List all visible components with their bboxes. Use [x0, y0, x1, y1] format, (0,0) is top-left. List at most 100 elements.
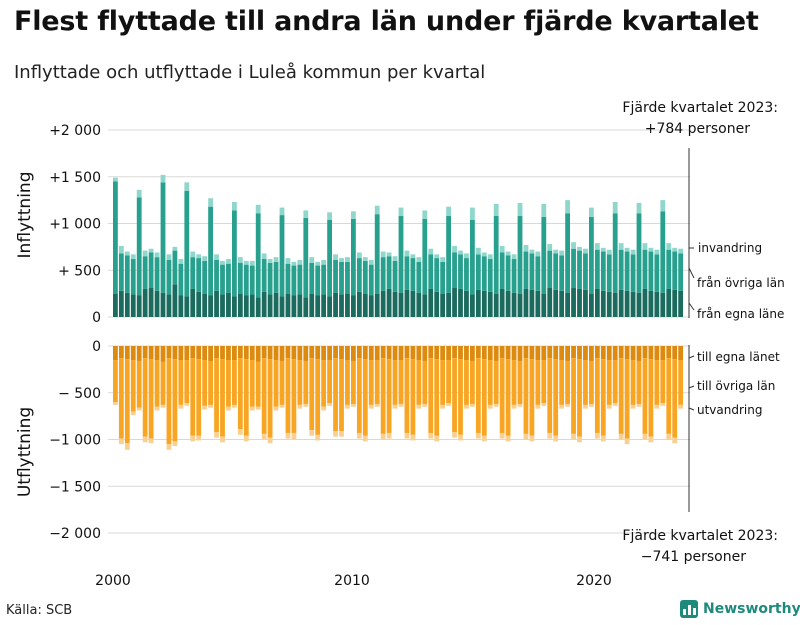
bar-utvandring [124, 443, 130, 450]
bar-in-egna-lan [481, 290, 487, 317]
bar-in-ovriga-lan [380, 257, 386, 291]
bar-in-ovriga-lan [327, 219, 332, 297]
bar-invandring [267, 259, 273, 263]
bar-in-egna-lan [333, 292, 338, 317]
bar-in-egna-lan [220, 294, 225, 317]
bar-ut-egna-lan [666, 346, 672, 359]
bar-utvandring [398, 403, 404, 407]
bar-in-ovriga-lan [434, 258, 440, 292]
bar-in-egna-lan [249, 294, 255, 317]
bar-in-ovriga-lan [196, 258, 202, 292]
bar-in-egna-lan [553, 289, 559, 317]
bar-ut-ovriga-lan [124, 359, 130, 444]
bar-ut-egna-lan [499, 346, 505, 359]
bar-in-egna-lan [124, 292, 130, 317]
bar-in-ovriga-lan [493, 216, 499, 294]
bar-ut-ovriga-lan [232, 360, 237, 405]
bar-in-ovriga-lan [422, 218, 428, 295]
bar-in-egna-lan [594, 288, 600, 317]
bar-in-ovriga-lan [559, 255, 565, 291]
bar-utvandring [636, 403, 642, 407]
bar-invandring [261, 253, 267, 260]
bar-ut-ovriga-lan [255, 361, 261, 407]
bar-utvandring [214, 432, 219, 438]
bar-utvandring [362, 435, 368, 442]
bar-ut-egna-lan [600, 346, 606, 360]
bar-ut-egna-lan [475, 346, 481, 359]
bar-ut-ovriga-lan [160, 361, 166, 405]
bar-invandring [458, 250, 463, 255]
bar-ut-egna-lan [428, 346, 434, 359]
bar-in-ovriga-lan [315, 265, 321, 296]
bar-utvandring [118, 438, 124, 445]
label-fran-ovriga-lan: från övriga län [697, 276, 785, 290]
bar-ut-egna-lan [113, 346, 118, 361]
bar-ut-ovriga-lan [434, 359, 440, 436]
bar-invandring [618, 243, 624, 250]
bar-in-ovriga-lan [571, 248, 576, 289]
bar-invandring [196, 254, 202, 259]
bar-utvandring [511, 404, 517, 409]
bar-in-ovriga-lan [529, 253, 535, 290]
bar-in-ovriga-lan [309, 262, 315, 294]
bar-in-ovriga-lan [273, 261, 279, 293]
bar-in-ovriga-lan [321, 264, 327, 295]
bar-in-ovriga-lan [511, 259, 517, 293]
bar-in-ovriga-lan [565, 213, 570, 293]
bar-ut-egna-lan [351, 346, 356, 361]
label-invandring: invandring [698, 241, 762, 255]
bar-in-egna-lan [178, 295, 184, 317]
bar-ut-ovriga-lan [523, 358, 529, 434]
bar-ut-egna-lan [523, 346, 529, 359]
bar-invandring [612, 201, 618, 214]
chart-title: Flest flyttade till andra län under fjär… [14, 6, 759, 37]
bar-ut-egna-lan [172, 346, 178, 360]
bar-utvandring [232, 404, 237, 408]
bar-invandring [118, 245, 124, 254]
bar-invandring [672, 247, 678, 252]
bar-in-ovriga-lan [267, 262, 273, 295]
bar-in-ovriga-lan [368, 264, 374, 296]
bar-ut-egna-lan [303, 346, 309, 361]
bar-utvandring [113, 402, 118, 405]
bar-ut-ovriga-lan [493, 360, 499, 404]
bar-utvandring [345, 404, 350, 409]
bar-ut-egna-lan [279, 346, 285, 361]
bar-utvandring [553, 435, 559, 442]
bar-in-egna-lan [398, 292, 404, 317]
bar-in-ovriga-lan [345, 261, 350, 294]
bar-invandring [345, 257, 350, 262]
bar-in-egna-lan [279, 296, 285, 317]
bar-utvandring [404, 432, 410, 439]
bar-in-egna-lan [232, 296, 237, 317]
bar-ut-ovriga-lan [487, 360, 493, 405]
bar-utvandring [630, 404, 636, 409]
bar-ut-ovriga-lan [535, 360, 541, 405]
bar-in-ovriga-lan [160, 182, 166, 293]
bar-in-ovriga-lan [285, 263, 291, 294]
bar-ut-ovriga-lan [142, 358, 148, 437]
bar-invandring [368, 259, 374, 265]
bar-ut-ovriga-lan [541, 360, 547, 404]
bar-ut-ovriga-lan [636, 360, 642, 404]
y-ticks-utflyttning: 0 − 500 −1 000 −1 500 −2 000 [49, 339, 101, 542]
bar-ut-egna-lan [434, 346, 440, 360]
bar-in-egna-lan [630, 291, 636, 317]
bar-ut-egna-lan [589, 346, 594, 361]
bar-ut-ovriga-lan [297, 360, 303, 405]
bar-ut-ovriga-lan [380, 358, 386, 434]
bar-in-ovriga-lan [303, 217, 309, 298]
bar-invandring [249, 260, 255, 266]
bar-utvandring [261, 433, 267, 440]
bar-in-ovriga-lan [446, 216, 451, 293]
bar-ut-ovriga-lan [648, 359, 654, 437]
bar-ut-ovriga-lan [529, 359, 535, 436]
bar-in-egna-lan [505, 290, 511, 317]
bar-ut-ovriga-lan [196, 359, 202, 436]
bar-ut-ovriga-lan [589, 360, 594, 404]
bar-in-ovriga-lan [547, 250, 553, 289]
bar-ut-egna-lan [392, 346, 398, 361]
bar-utvandring [208, 404, 213, 408]
bar-in-egna-lan [327, 296, 332, 317]
brand-name: Newsworthy [703, 601, 800, 617]
